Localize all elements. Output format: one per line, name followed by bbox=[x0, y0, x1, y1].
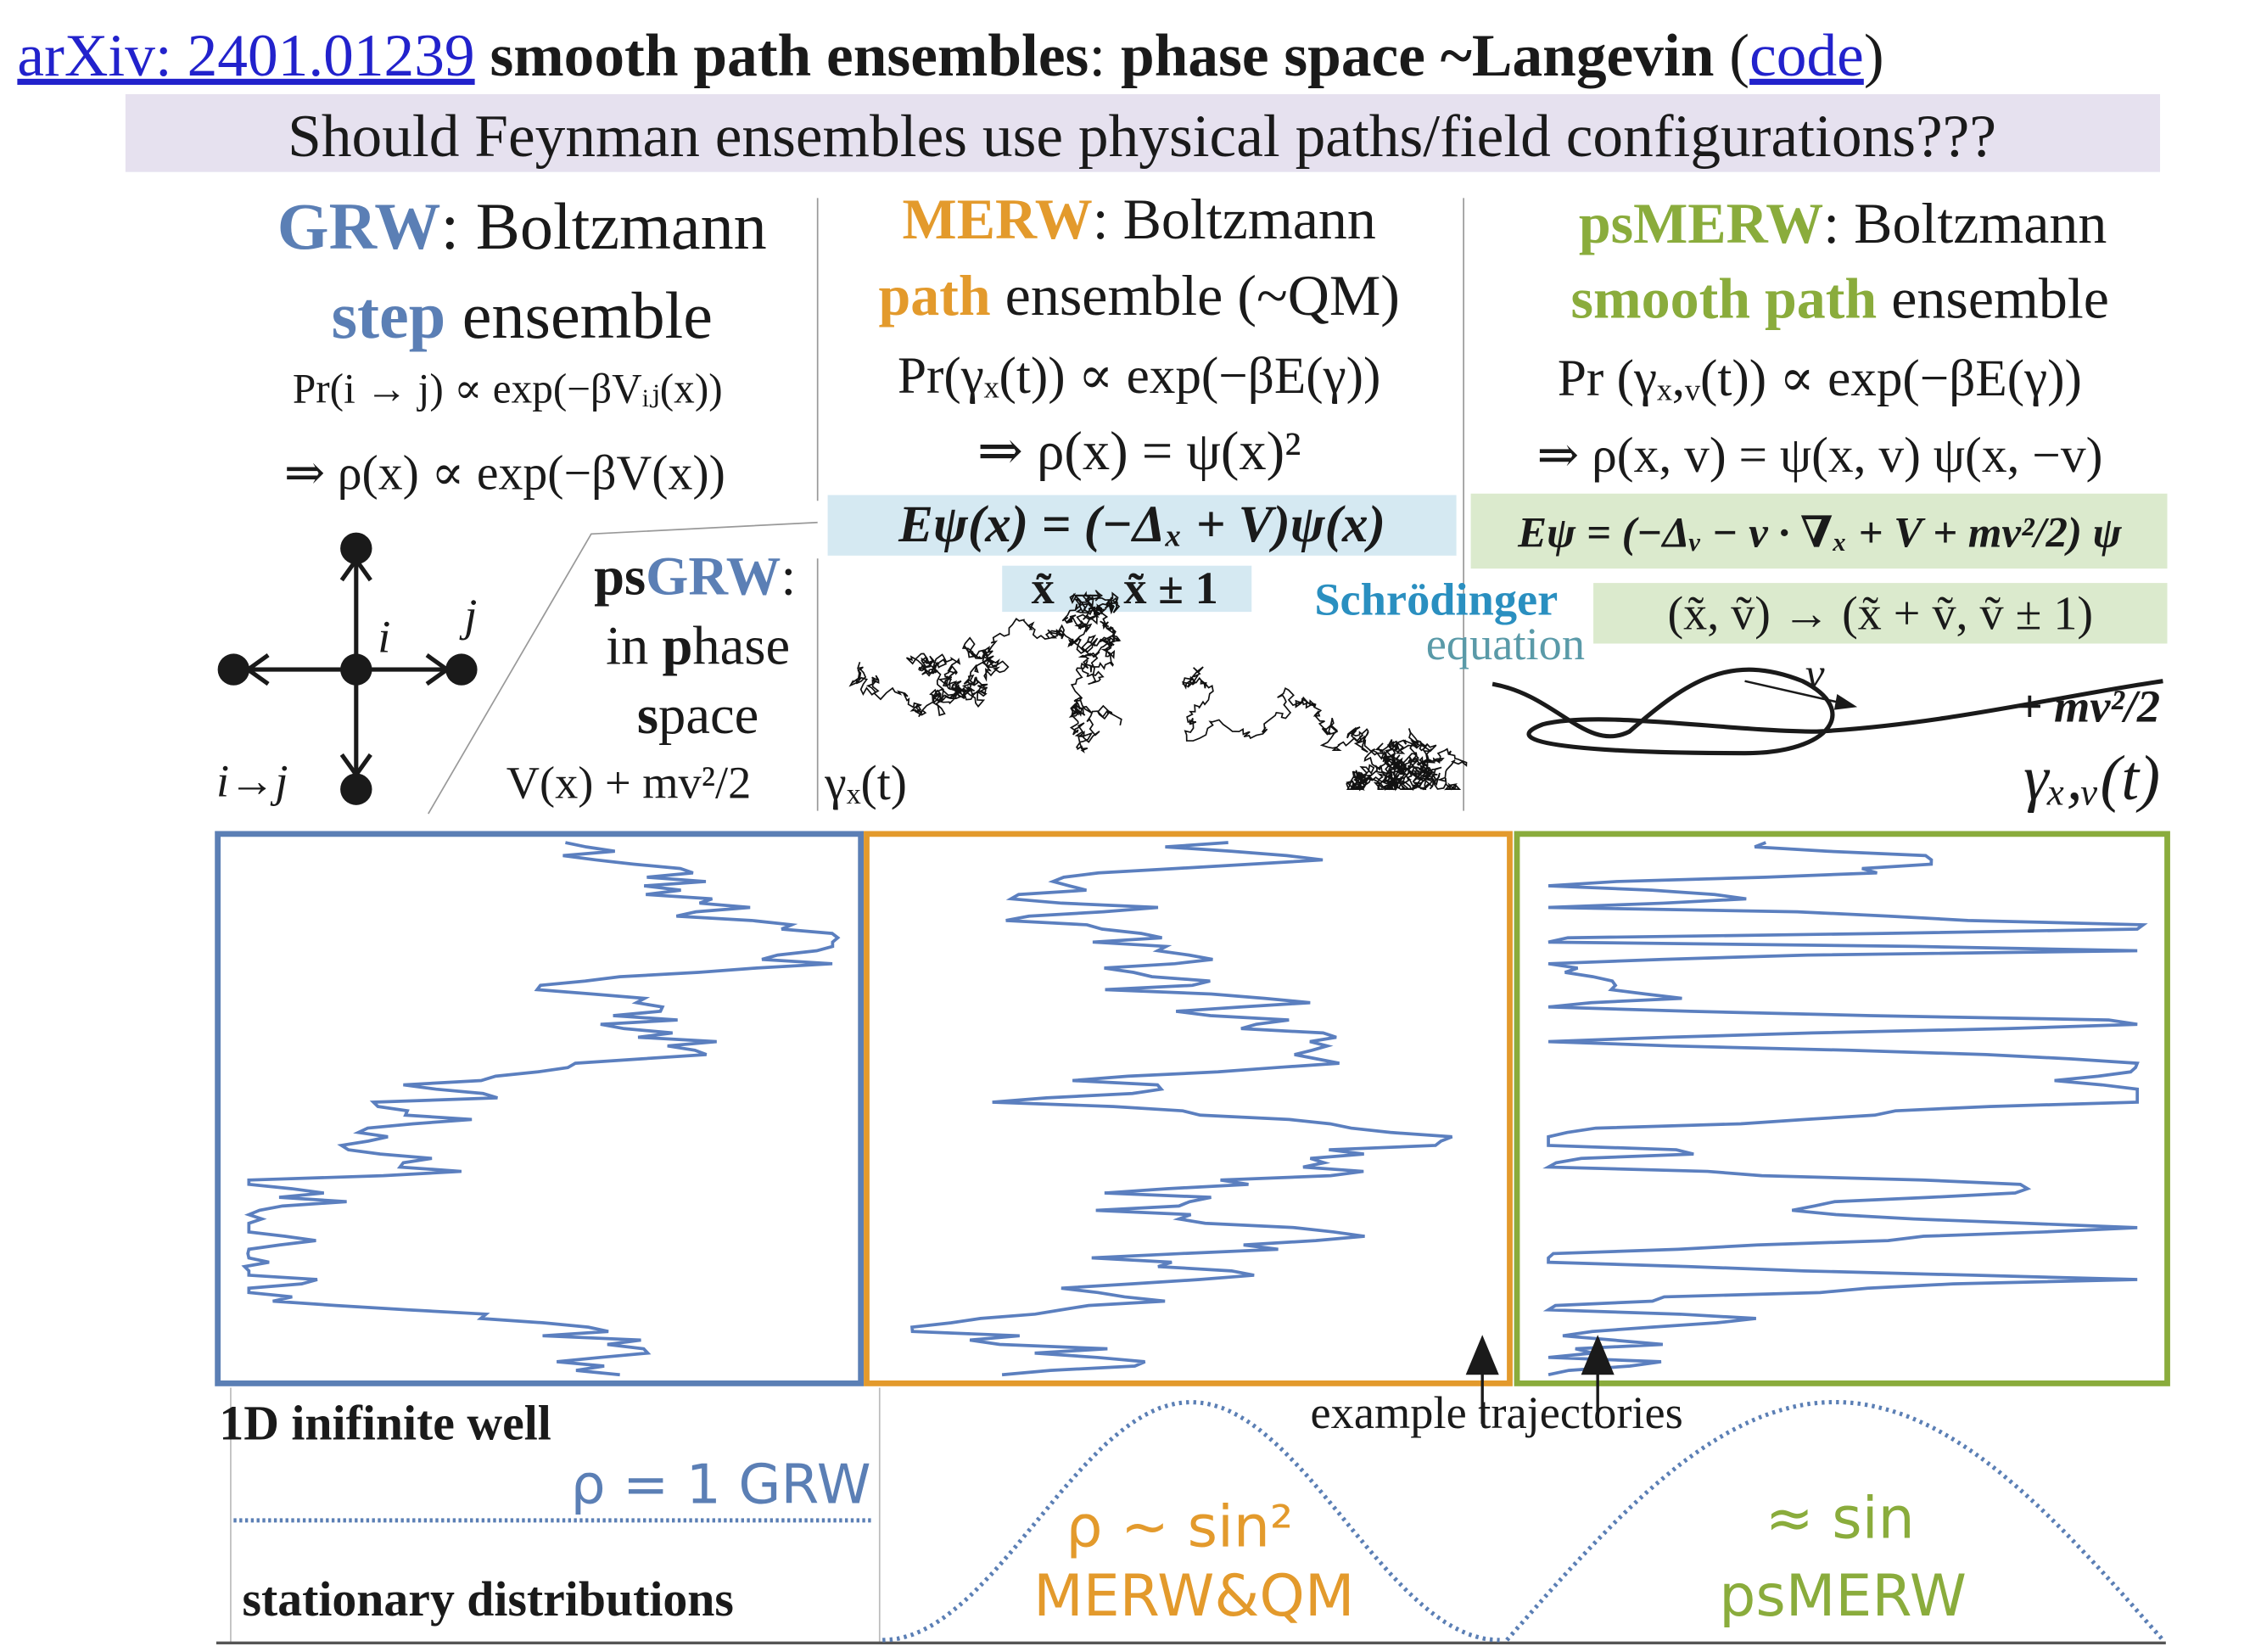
stationary-label: stationary distributions bbox=[243, 1573, 734, 1627]
lattice-transition: i→j bbox=[216, 756, 288, 807]
lattice-j: j bbox=[459, 590, 477, 641]
grw-rest: : Boltzmann bbox=[440, 189, 766, 263]
schrodinger: Schrödinger bbox=[1314, 574, 1558, 625]
lattice-i: i bbox=[378, 612, 390, 663]
psgrw-formula: V(x) + mv²/2 bbox=[506, 757, 752, 808]
psmerw-line2: smooth path ensemble bbox=[1571, 266, 2109, 330]
grw-ensemble: ensemble bbox=[445, 278, 713, 352]
grw-step: step bbox=[332, 278, 446, 352]
title: smooth path ensembles bbox=[490, 22, 1089, 89]
psgrw-line2: in phase bbox=[606, 614, 790, 675]
velocity-arrow bbox=[1744, 680, 1854, 707]
brownian-path bbox=[848, 591, 1468, 792]
grw-density: ρ = 1 GRW bbox=[571, 1453, 871, 1516]
question-bg bbox=[125, 93, 2161, 172]
psmerw-path-label: γₓ,ᵥ(t) bbox=[2023, 743, 2160, 814]
title-sep: : bbox=[1089, 22, 1105, 89]
text: hase bbox=[692, 614, 790, 675]
psmerw-eq-bg bbox=[1470, 493, 2168, 569]
merw-formula: x̃ → x̃ ± 1 bbox=[1032, 563, 1218, 613]
trajectory bbox=[241, 841, 841, 1377]
grw-line2: step ensemble bbox=[332, 278, 713, 352]
psmerw-name: psMERW bbox=[1719, 1563, 1967, 1630]
psmerw-rest: : Boltzmann bbox=[1823, 191, 2107, 255]
psgrw-line3: space bbox=[637, 684, 758, 745]
merw-path: path bbox=[878, 263, 990, 328]
psmerw-formula: Pr (γₓ,ᵥ(t)) ∝ exp(−βE(γ)) bbox=[1558, 350, 2082, 407]
paren: ( bbox=[1729, 22, 1749, 89]
lattice-nodes bbox=[217, 532, 478, 805]
brownian-segment bbox=[848, 591, 1122, 753]
merw-heading: MERW: Boltzmann bbox=[903, 187, 1376, 251]
psmerw-step-bg bbox=[1593, 583, 2168, 644]
text: p bbox=[662, 614, 692, 675]
text: pace bbox=[658, 684, 758, 745]
merw-formula: Pr(γₓ(t)) ∝ exp(−βE(γ)) bbox=[898, 347, 1380, 405]
header-line: arXiv: 2401.01239 smooth path ensembles:… bbox=[17, 22, 1883, 89]
text: s bbox=[637, 684, 658, 745]
merw-eq-bg bbox=[827, 495, 1457, 556]
grw-panel bbox=[215, 831, 865, 1386]
psgrw-name: GRW bbox=[646, 546, 781, 607]
merw-line2: path ensemble (~QM) bbox=[878, 263, 1399, 328]
psmerw-heading: psMERW: Boltzmann bbox=[1579, 191, 2107, 255]
background bbox=[0, 3, 2261, 1649]
merw-ensemble: ensemble (~QM) bbox=[991, 263, 1400, 328]
psgrw-heading: psGRW: bbox=[594, 546, 796, 607]
example-arrows bbox=[1465, 1335, 1615, 1424]
merw-path-label: γₓ(t) bbox=[824, 757, 907, 810]
energy-term: + mv²/2 bbox=[2016, 680, 2160, 731]
psmerw-formula: Eψ = (−Δᵥ − v · ∇ₓ + V + mv²/2) ψ bbox=[1517, 510, 2123, 557]
psmerw-ensemble: ensemble bbox=[1877, 266, 2109, 330]
merw-panel bbox=[864, 831, 1513, 1386]
trajectory bbox=[1542, 841, 2148, 1377]
psmerw-density-curve bbox=[1505, 1399, 2165, 1642]
text: in bbox=[606, 614, 662, 675]
grw-heading: GRW: Boltzmann bbox=[277, 189, 767, 263]
well-title: 1D inifinite well bbox=[219, 1397, 551, 1451]
smooth-path bbox=[1491, 667, 2163, 756]
merw-step-bg bbox=[1002, 565, 1252, 613]
paren: ) bbox=[1864, 22, 1884, 89]
trajectory bbox=[909, 841, 1453, 1377]
merw-rest: : Boltzmann bbox=[1093, 187, 1376, 251]
psmerw-panel bbox=[1514, 831, 2170, 1386]
arxiv-link[interactable]: arXiv: 2401.01239 bbox=[17, 22, 474, 89]
title-rest: phase space ~Langevin bbox=[1121, 22, 1714, 89]
velocity-arrowhead bbox=[1833, 693, 1858, 710]
code-link[interactable]: code bbox=[1749, 22, 1864, 89]
psgrw-prefix: ps bbox=[594, 546, 646, 607]
merw-name: MERW&QM bbox=[1033, 1563, 1354, 1630]
question: Should Feynman ensembles use physical pa… bbox=[288, 103, 1996, 170]
trajectories bbox=[241, 841, 2148, 1377]
merw-name: MERW bbox=[903, 187, 1093, 251]
v-label: v bbox=[1805, 651, 1825, 698]
merw-density: ρ ~ sin² bbox=[1066, 1493, 1293, 1560]
merw-formula: Eψ(x) = (−Δₓ + V)ψ(x) bbox=[898, 496, 1385, 553]
psmerw-formula: (x̃, ṽ) → (x̃ + ṽ, ṽ ± 1) bbox=[1667, 588, 2093, 641]
brownian-segment bbox=[1181, 666, 1468, 792]
grw-formula: ⇒ ρ(x) ∝ exp(−βV(x)) bbox=[284, 447, 725, 501]
psmerw-formula: ⇒ ρ(x, v) = ψ(x, v) ψ(x, −v) bbox=[1536, 427, 2102, 483]
equation: equation bbox=[1426, 619, 1585, 669]
psgrw-colon: : bbox=[781, 546, 796, 607]
grw-formula: Pr(i → j) ∝ exp(−βVᵢⱼ(x)) bbox=[293, 366, 723, 412]
separator bbox=[428, 521, 818, 815]
examples-label: example trajectories bbox=[1311, 1387, 1683, 1438]
psmerw-smooth: smooth path bbox=[1571, 266, 1878, 330]
grw-name: GRW bbox=[277, 189, 441, 263]
psmerw-density: ≈ sin bbox=[1766, 1485, 1915, 1552]
psmerw-name: psMERW bbox=[1579, 191, 1823, 255]
merw-formula: ⇒ ρ(x) = ψ(x)² bbox=[977, 420, 1301, 482]
